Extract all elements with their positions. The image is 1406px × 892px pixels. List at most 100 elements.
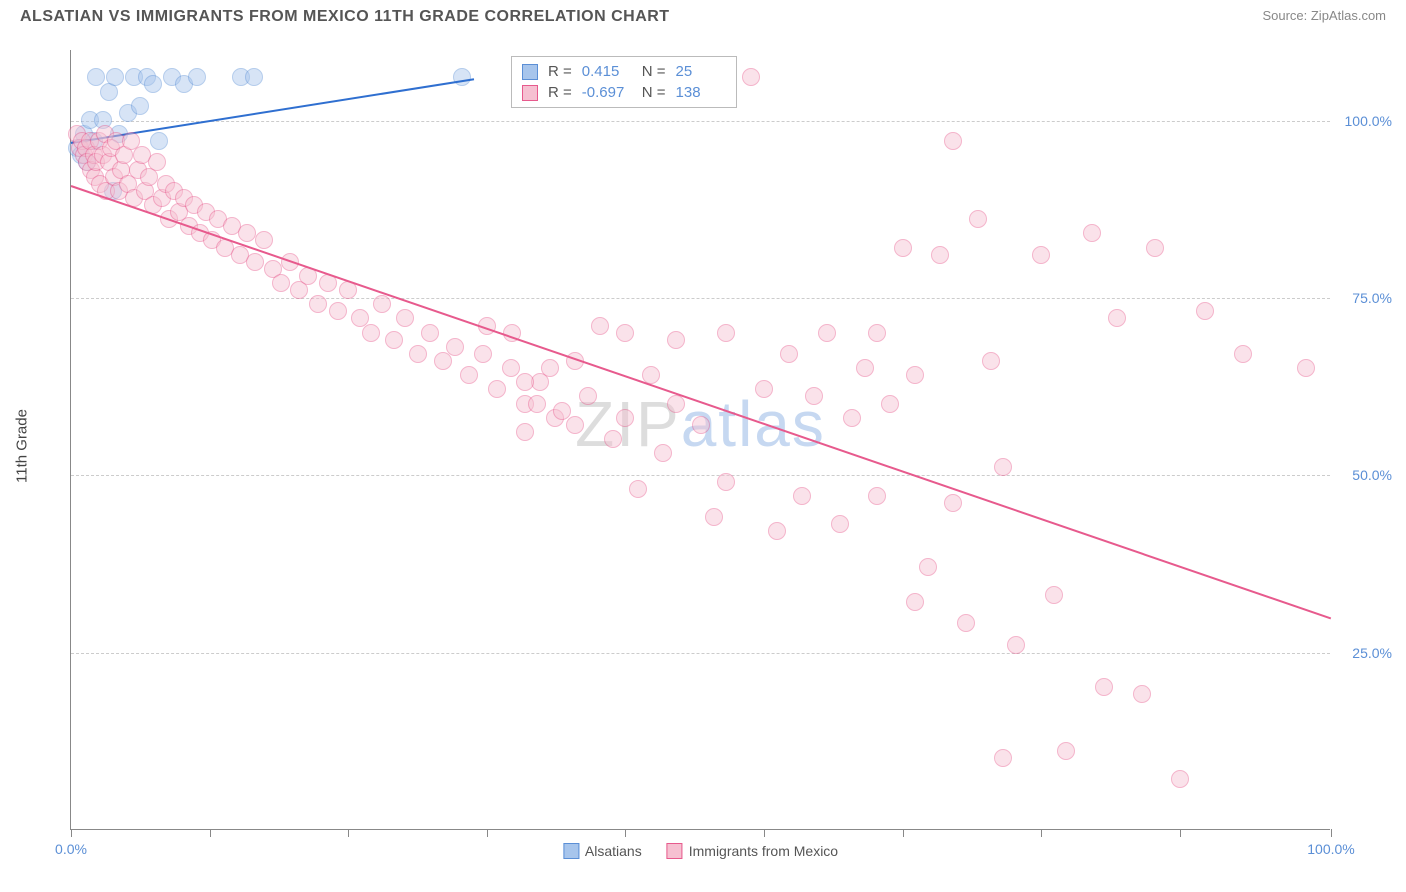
data-point	[528, 395, 546, 413]
data-point	[944, 132, 962, 150]
data-point	[329, 302, 347, 320]
data-point	[1133, 685, 1151, 703]
data-point	[1146, 239, 1164, 257]
legend-swatch	[522, 64, 538, 80]
data-point	[446, 338, 464, 356]
data-point	[667, 331, 685, 349]
data-point	[106, 68, 124, 86]
data-point	[502, 359, 520, 377]
gridline	[71, 475, 1330, 476]
data-point	[373, 295, 391, 313]
data-point	[591, 317, 609, 335]
data-point	[566, 416, 584, 434]
data-point	[629, 480, 647, 498]
legend-swatch	[667, 843, 683, 859]
data-point	[793, 487, 811, 505]
data-point	[717, 324, 735, 342]
data-point	[255, 231, 273, 249]
data-point	[944, 494, 962, 512]
data-point	[516, 423, 534, 441]
data-point	[906, 366, 924, 384]
data-point	[272, 274, 290, 292]
data-point	[362, 324, 380, 342]
x-tick	[764, 829, 765, 837]
x-tick	[1180, 829, 1181, 837]
data-point	[931, 246, 949, 264]
data-point	[1045, 586, 1063, 604]
data-point	[1007, 636, 1025, 654]
data-point	[396, 309, 414, 327]
data-point	[309, 295, 327, 313]
data-point	[868, 324, 886, 342]
data-point	[969, 210, 987, 228]
series-legend: Alsatians Immigrants from Mexico	[563, 843, 838, 859]
data-point	[516, 373, 534, 391]
x-tick-label: 100.0%	[1307, 841, 1354, 857]
data-point	[906, 593, 924, 611]
y-tick-label: 50.0%	[1352, 467, 1392, 483]
data-point	[1083, 224, 1101, 242]
correlation-legend: R =0.415N =25R =-0.697N =138	[511, 56, 737, 108]
source-label: Source: ZipAtlas.com	[1262, 8, 1386, 23]
data-point	[541, 359, 559, 377]
data-point	[579, 387, 597, 405]
x-tick	[71, 829, 72, 837]
data-point	[144, 75, 162, 93]
data-point	[616, 409, 634, 427]
data-point	[843, 409, 861, 427]
x-tick	[348, 829, 349, 837]
data-point	[148, 153, 166, 171]
x-tick	[625, 829, 626, 837]
data-point	[881, 395, 899, 413]
data-point	[780, 345, 798, 363]
data-point	[768, 522, 786, 540]
data-point	[150, 132, 168, 150]
data-point	[245, 68, 263, 86]
y-tick-label: 100.0%	[1345, 113, 1392, 129]
data-point	[1171, 770, 1189, 788]
data-point	[755, 380, 773, 398]
data-point	[705, 508, 723, 526]
data-point	[385, 331, 403, 349]
data-point	[1095, 678, 1113, 696]
data-point	[742, 68, 760, 86]
data-point	[616, 324, 634, 342]
data-point	[1196, 302, 1214, 320]
data-point	[1234, 345, 1252, 363]
data-point	[246, 253, 264, 271]
gridline	[71, 298, 1330, 299]
data-point	[856, 359, 874, 377]
y-axis-label: 11th Grade	[14, 409, 31, 483]
data-point	[957, 614, 975, 632]
trend-line	[71, 185, 1332, 619]
data-point	[831, 515, 849, 533]
data-point	[818, 324, 836, 342]
y-tick-label: 25.0%	[1352, 645, 1392, 661]
data-point	[654, 444, 672, 462]
data-point	[919, 558, 937, 576]
data-point	[894, 239, 912, 257]
gridline	[71, 653, 1330, 654]
data-point	[1057, 742, 1075, 760]
legend-item: Immigrants from Mexico	[667, 843, 838, 859]
data-point	[717, 473, 735, 491]
legend-row: R =0.415N =25	[522, 61, 726, 82]
data-point	[453, 68, 471, 86]
x-tick	[1041, 829, 1042, 837]
legend-row: R =-0.697N =138	[522, 82, 726, 103]
chart-title: ALSATIAN VS IMMIGRANTS FROM MEXICO 11TH …	[20, 8, 670, 26]
data-point	[805, 387, 823, 405]
data-point	[409, 345, 427, 363]
data-point	[434, 352, 452, 370]
legend-item: Alsatians	[563, 843, 642, 859]
data-point	[667, 395, 685, 413]
x-tick	[210, 829, 211, 837]
y-tick-label: 75.0%	[1352, 290, 1392, 306]
data-point	[1297, 359, 1315, 377]
data-point	[474, 345, 492, 363]
data-point	[1108, 309, 1126, 327]
x-tick	[487, 829, 488, 837]
data-point	[868, 487, 886, 505]
data-point	[1032, 246, 1050, 264]
data-point	[421, 324, 439, 342]
